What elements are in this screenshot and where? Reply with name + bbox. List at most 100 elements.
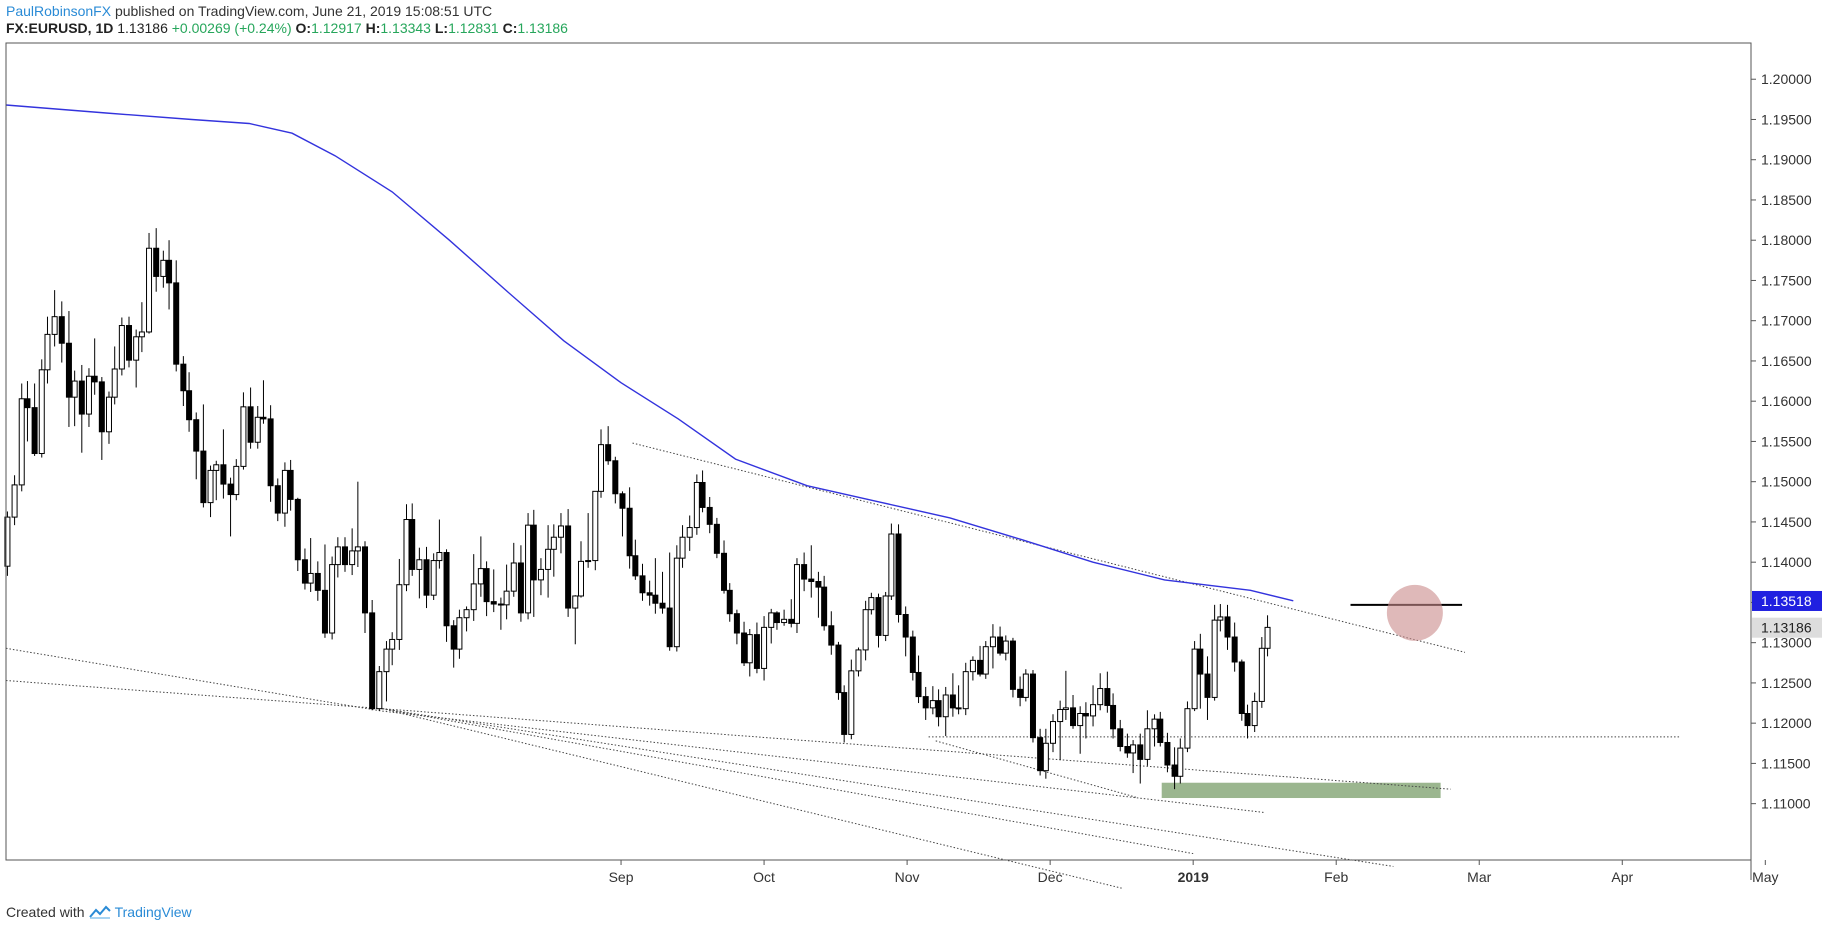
candle: [118, 317, 125, 376]
candle-body: [989, 636, 996, 648]
candle: [585, 513, 592, 568]
candle: [220, 429, 227, 499]
candle-body: [982, 646, 989, 675]
candle-body: [1130, 744, 1137, 754]
candle: [341, 537, 348, 572]
candle: [321, 544, 328, 638]
candle-body: [416, 559, 423, 570]
price-tick-label: 1.16000: [1761, 393, 1812, 409]
zone-layer: [1161, 782, 1441, 799]
author-link[interactable]: PaulRobinsonFX: [6, 3, 112, 19]
candle: [1151, 714, 1158, 747]
candle: [78, 364, 85, 453]
candle: [962, 662, 969, 716]
candle-body: [1009, 640, 1016, 690]
candle-body: [477, 568, 484, 585]
candle: [815, 571, 822, 618]
candle: [227, 477, 234, 537]
candle-body: [1251, 700, 1258, 727]
moving-average-layer: [5, 104, 1294, 602]
candle-body: [329, 564, 336, 634]
tradingview-logo-icon: [88, 905, 111, 919]
candle-body: [314, 572, 321, 591]
candle: [1204, 656, 1211, 720]
high-value: 1.13343: [380, 20, 431, 36]
candle-body: [1157, 718, 1164, 743]
candle: [1137, 733, 1144, 784]
candle-body: [1264, 626, 1271, 649]
candle-body: [321, 589, 328, 634]
price-axis[interactable]: 1.20000 1.19500 1.19000 1.18500 1.18000 1.175…: [1751, 71, 1812, 812]
candle-body: [1097, 688, 1104, 706]
candle-body: [376, 671, 383, 710]
open-label: O:: [295, 20, 312, 36]
candle: [1077, 706, 1084, 754]
open-value: 1.12917: [311, 20, 362, 36]
candle: [44, 316, 51, 384]
candle-body: [713, 523, 720, 554]
candle-body: [267, 418, 274, 487]
candle-body: [1037, 737, 1044, 772]
candle-body: [85, 375, 92, 415]
candle: [598, 429, 605, 498]
candle-body: [470, 583, 477, 611]
candle: [788, 599, 795, 628]
candle-body: [1204, 673, 1211, 698]
candle-body: [71, 380, 78, 398]
candle: [646, 580, 653, 606]
candle-body: [949, 694, 956, 709]
candle-body: [550, 536, 557, 550]
candle: [761, 616, 768, 681]
candle: [828, 611, 835, 655]
candle: [369, 600, 376, 711]
candle-body: [510, 562, 517, 592]
candle: [1164, 732, 1171, 773]
candle-body: [848, 670, 855, 735]
candle-body: [1050, 721, 1056, 744]
candle-body: [1244, 713, 1251, 727]
candle: [314, 561, 321, 601]
candle-body: [207, 469, 214, 504]
candle-body: [98, 381, 105, 433]
support-zone: [1161, 782, 1441, 799]
candle: [1057, 700, 1064, 761]
candle-body: [118, 325, 125, 370]
candle-body: [612, 460, 619, 495]
candle: [173, 260, 180, 372]
candle-body: [213, 464, 220, 471]
candle-body: [781, 618, 788, 624]
candle-body: [619, 493, 626, 509]
candle-body: [679, 536, 686, 559]
candle: [733, 609, 740, 645]
candle: [477, 536, 484, 597]
candle-body: [862, 609, 869, 651]
candle-body: [741, 632, 748, 664]
candle: [525, 513, 532, 620]
candle-body: [693, 481, 700, 529]
candle-body: [463, 609, 470, 619]
candle-body: [686, 527, 693, 538]
candle-body: [105, 396, 112, 433]
candle: [848, 659, 855, 740]
candle: [1224, 604, 1231, 650]
low-label: L:: [434, 20, 449, 36]
candle: [577, 541, 584, 598]
candle: [693, 474, 700, 535]
candle-body: [915, 671, 922, 698]
candle: [146, 232, 153, 334]
price-tick-label: 1.11500: [1761, 755, 1811, 771]
candle-body: [632, 555, 639, 577]
publish-info: PaulRobinsonFX published on TradingView.…: [6, 3, 492, 19]
candle: [274, 478, 281, 522]
tradingview-link[interactable]: TradingView: [114, 904, 192, 920]
candle: [699, 470, 706, 513]
candle: [942, 686, 949, 737]
candle: [1017, 676, 1024, 707]
candle-body: [1124, 746, 1131, 754]
candle: [409, 503, 416, 576]
candle: [626, 487, 633, 569]
time-axis[interactable]: SepOctNovDec2019FebMarAprMayJunJulAug: [609, 860, 1828, 885]
time-tick-label: Nov: [895, 869, 920, 885]
candle-body: [530, 524, 537, 581]
